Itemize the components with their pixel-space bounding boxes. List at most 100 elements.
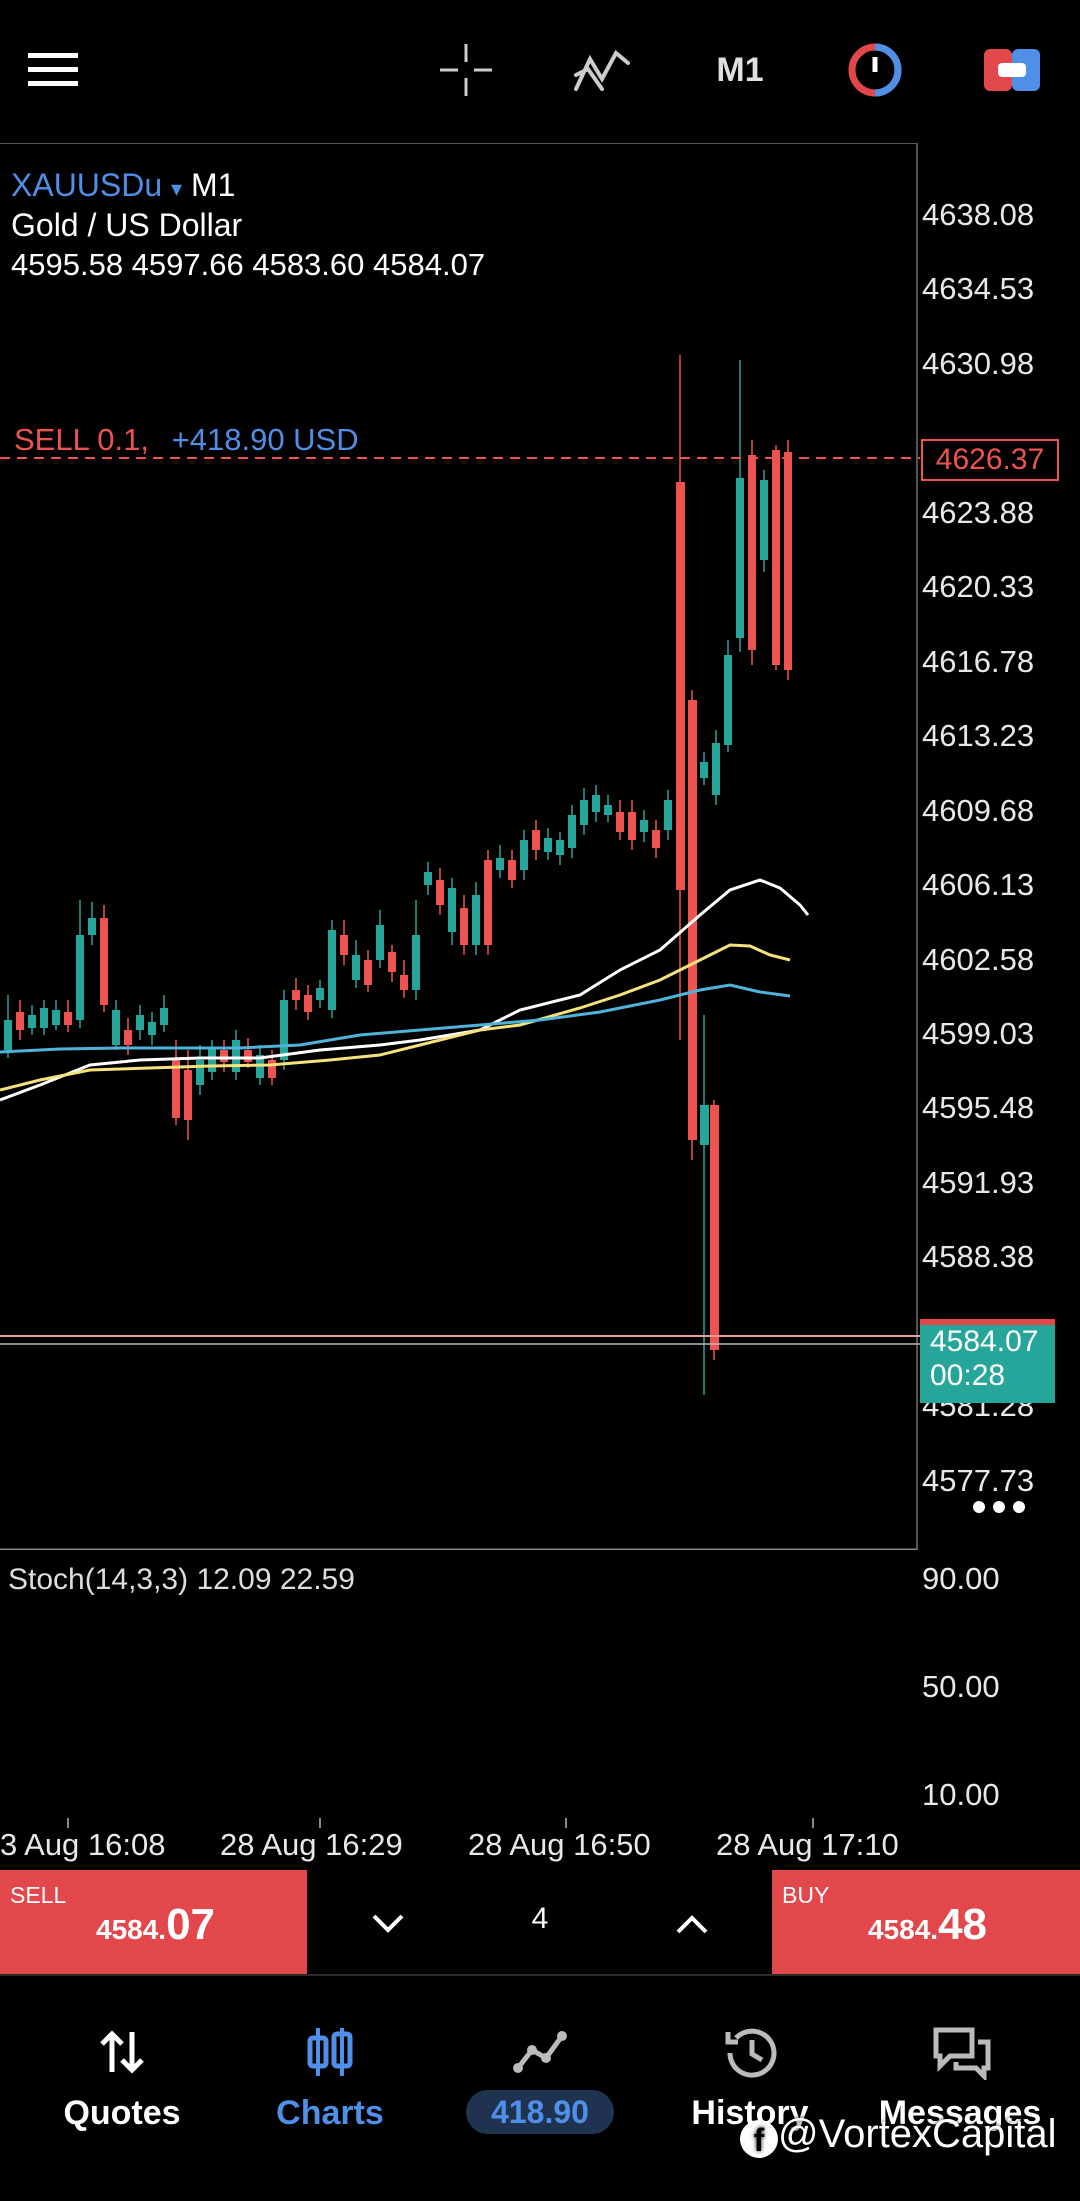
nav-history[interactable]: History [642, 1976, 858, 2201]
candle-body [28, 1015, 36, 1028]
nav-messages-label: Messages [878, 2094, 1042, 2132]
candle-body [412, 935, 420, 990]
candle-body [508, 860, 516, 880]
candle-body [388, 952, 396, 972]
buy-label: BUY [782, 1882, 830, 1908]
quotes-icon [100, 2030, 144, 2074]
candle-body [700, 762, 708, 778]
time-label-2: 28 Aug 16:29 [220, 1827, 403, 1862]
candle-body [124, 1030, 132, 1045]
symbol-name: XAUUSDu [11, 167, 163, 203]
moving-average-line-3 [0, 983, 791, 1054]
candle-body [16, 1012, 24, 1030]
candle-body [748, 455, 756, 650]
more-icon[interactable] [972, 1500, 1026, 1519]
position-price-tag: 4626.37 [921, 439, 1059, 481]
watermark-text: @VortexCapital [778, 2112, 1057, 2156]
candle-body [736, 478, 744, 638]
candle-body [532, 830, 540, 850]
price-axis-label: 4609.68 [922, 792, 1035, 828]
candle-body [424, 872, 432, 885]
time-label-3: 28 Aug 16:50 [468, 1827, 651, 1862]
candle-body [700, 1105, 709, 1145]
position-side: SELL 0.1, [14, 422, 150, 457]
moving-averages-group [0, 878, 810, 1102]
nav-messages[interactable]: Messages [852, 1976, 1068, 2201]
ohlc-values: 4595.58 4597.66 4583.60 4584.07 [11, 247, 486, 282]
symbol-dropdown-icon[interactable]: ▾ [171, 176, 183, 201]
symbol-header[interactable]: XAUUSDu ▾ M1 [11, 167, 235, 204]
trade-icon [513, 2031, 567, 2073]
buy-button[interactable]: BUY 4584.48 [772, 1870, 1080, 1974]
nav-charts[interactable]: Charts [222, 1976, 438, 2201]
candle-body [196, 1060, 204, 1085]
trade-toggle-icon[interactable] [984, 38, 1040, 102]
nav-quotes[interactable]: Quotes [14, 1976, 230, 2201]
timeframe-button[interactable]: M1 [710, 38, 770, 102]
price-axis-label: 4620.33 [922, 569, 1035, 605]
candle-body [340, 935, 348, 955]
price-chart[interactable] [0, 143, 920, 1550]
candle-body [364, 960, 372, 985]
sell-label: SELL [10, 1882, 67, 1908]
price-axis-label: 4616.78 [922, 643, 1035, 679]
candle-body [40, 1008, 48, 1028]
candle-body [628, 812, 636, 840]
sell-price-main: 4584. [96, 1914, 167, 1945]
current-price: 4584.07 [930, 1325, 1039, 1358]
candle-body [556, 840, 564, 855]
candle-body [376, 925, 384, 960]
candle-body [184, 1070, 192, 1120]
candle-body [724, 655, 732, 745]
candle-body [4, 1020, 12, 1050]
price-axis-label: 4638.08 [922, 197, 1035, 232]
candle-body [640, 820, 648, 832]
trade-profit-badge: 418.90 [466, 2090, 614, 2134]
candle-body [496, 858, 504, 870]
candle-body [460, 908, 468, 945]
candle-body [544, 838, 552, 852]
candle-body [76, 935, 84, 1020]
candle-body [160, 1008, 168, 1025]
candle-body [472, 895, 480, 945]
symbol-description: Gold / US Dollar [11, 207, 243, 243]
candle-body [292, 990, 300, 1000]
position-label[interactable]: SELL 0.1, +418.90 USD [14, 422, 359, 458]
candle-body [760, 480, 768, 560]
price-axis-label: 4599.03 [922, 1015, 1035, 1051]
messages-icon [933, 2027, 991, 2080]
candle-body [664, 800, 672, 830]
charts-icon [307, 2028, 353, 2076]
candle-body [280, 1000, 288, 1060]
indicators-icon[interactable] [572, 38, 632, 102]
candle-body [712, 743, 720, 795]
candle-body [304, 995, 312, 1012]
candle-body [448, 888, 456, 932]
time-label-4: 28 Aug 17:10 [716, 1827, 899, 1862]
lot-decrease-button[interactable] [360, 1904, 416, 1949]
lot-increase-button[interactable] [664, 1904, 720, 1949]
one-click-trading-icon[interactable] [848, 38, 902, 102]
stoch-level-90: 90.00 [922, 1561, 1000, 1596]
stoch-level-10: 10.00 [922, 1777, 1000, 1812]
symbol-timeframe: M1 [190, 167, 236, 203]
facebook-icon: f [740, 2120, 778, 2158]
candle-body [436, 880, 444, 905]
lot-size[interactable]: 4 [531, 1902, 549, 1935]
buy-price-pips: 48 [938, 1900, 988, 1949]
top-toolbar: M1 [0, 0, 1080, 140]
candle-body [148, 1022, 156, 1035]
nav-trade[interactable]: 418.90 [432, 1976, 648, 2201]
price-axis-label: 4577.73 [922, 1462, 1035, 1498]
candle-body [568, 815, 576, 848]
candle-body [220, 1050, 228, 1062]
candle-body [316, 988, 324, 1000]
crosshair-icon[interactable] [438, 38, 494, 102]
one-click-trade-panel: SELL 4584.07 4 BUY 4584.48 [0, 1870, 1080, 1974]
candle-body [592, 795, 600, 812]
sell-button[interactable]: SELL 4584.07 [0, 1870, 307, 1974]
candle-body [208, 1048, 216, 1072]
menu-icon[interactable] [28, 38, 78, 102]
candle-body [328, 930, 336, 1010]
price-axis-label: 4613.23 [922, 718, 1035, 754]
